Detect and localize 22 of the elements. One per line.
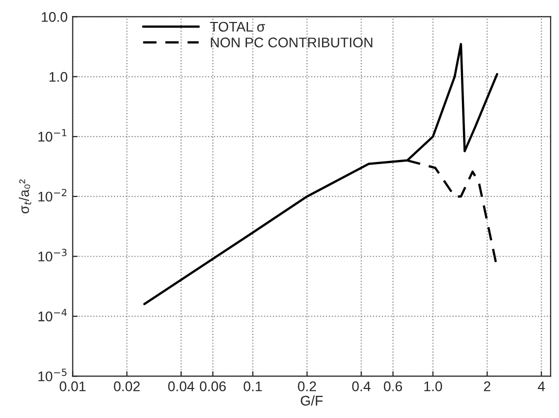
y-tick-label: 10$^{−4}$ [38, 308, 67, 322]
x-tick-label: 1.0 [424, 381, 442, 392]
x-tick-label: 0.2 [298, 381, 316, 392]
y-tick-label: 10.0 [42, 12, 68, 22]
legend-label: TOTAL σ [210, 22, 265, 32]
x-tick-label: 0.4 [352, 381, 371, 392]
x-tick-label: 2 [484, 381, 490, 392]
y-tick-label: 10$^{−5}$ [38, 368, 66, 382]
y-tick-label: 10$^{−2}$ [38, 188, 66, 202]
y-tick-label: 10$^{−3}$ [38, 248, 67, 262]
y-tick-label: 10$^{−1}$ [38, 129, 66, 142]
legend-label: NON PC CONTRIBUTION [210, 38, 372, 48]
y-tick-label: 1.0 [50, 72, 68, 82]
x-axis-title: G/F [300, 395, 323, 406]
x-tick-label: 0.01 [60, 381, 86, 392]
x-tick-label: 0.6 [384, 381, 402, 392]
y-axis-title: σ$_{t}$/a₀² [18, 179, 32, 214]
x-tick-label: 0.1 [244, 381, 262, 392]
x-tick-label: 4 [538, 382, 545, 392]
x-tick-label: 0.02 [114, 381, 140, 392]
x-tick-label: 0.06 [200, 381, 226, 392]
x-tick-label: 0.04 [168, 381, 194, 392]
